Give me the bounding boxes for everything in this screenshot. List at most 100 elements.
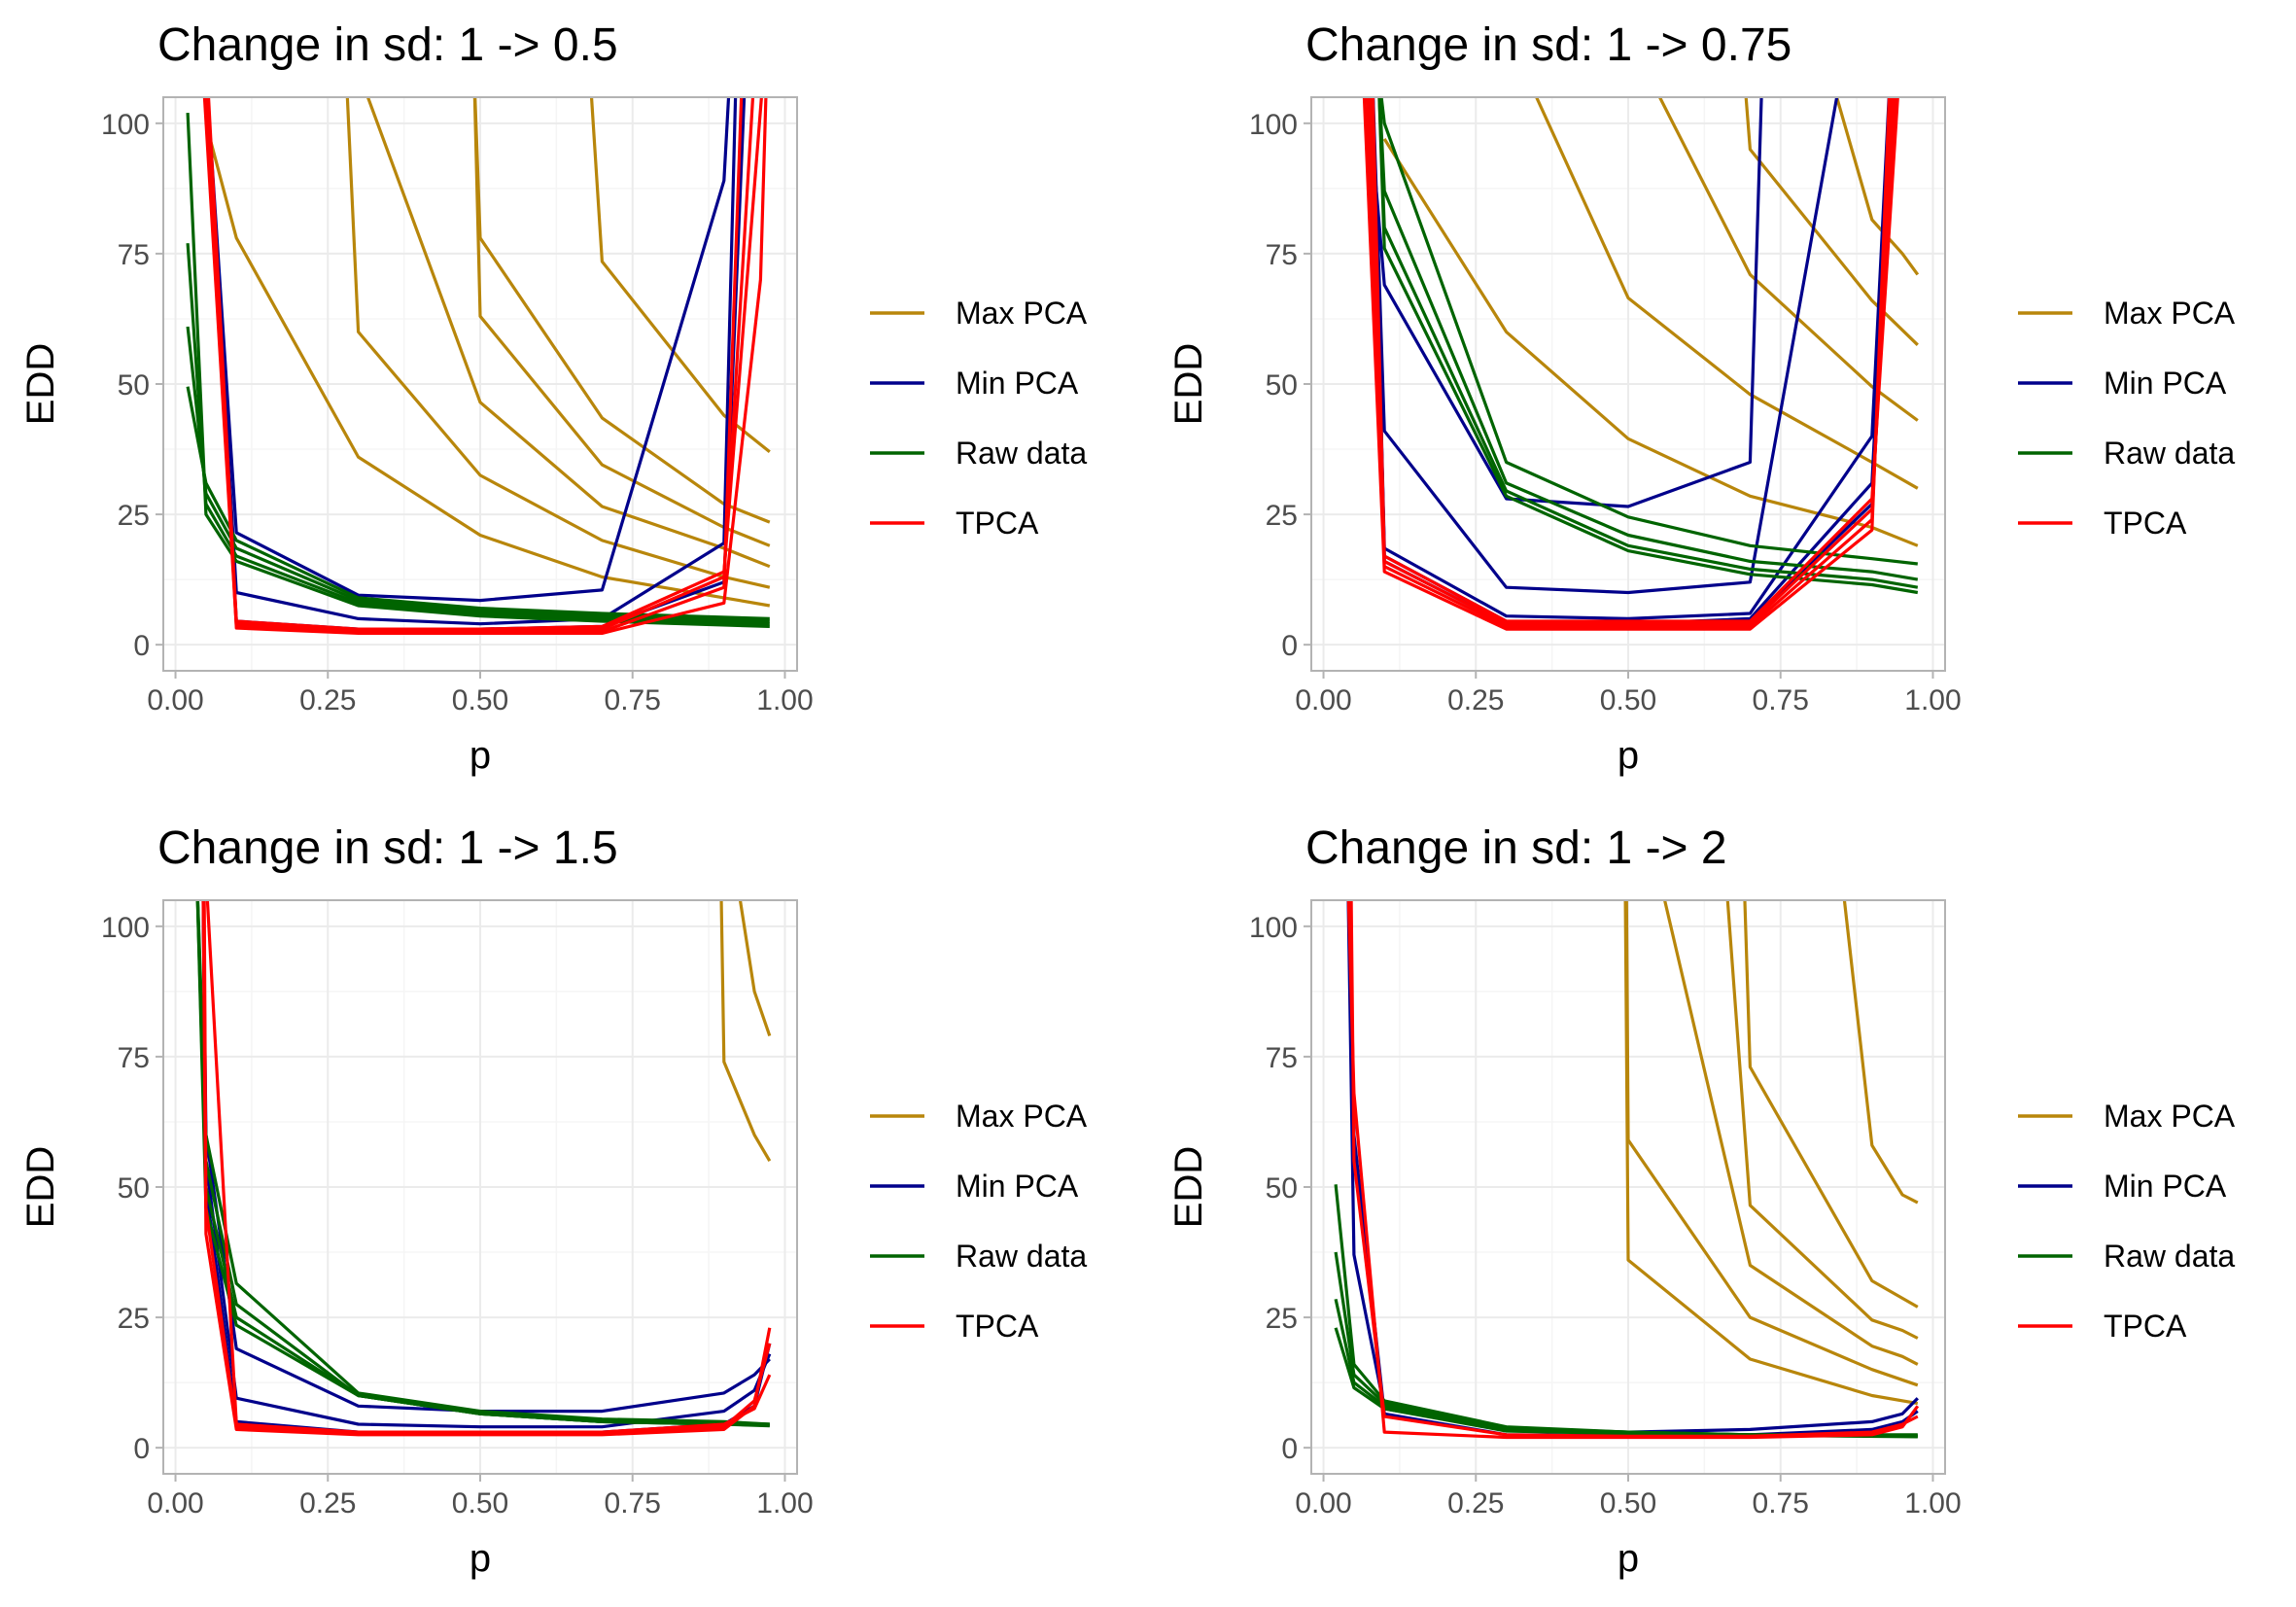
x-tick-label: 0.50	[1600, 1487, 1656, 1520]
y-axis-label: EDD	[1167, 343, 1210, 425]
y-tick-label: 25	[118, 500, 150, 532]
series-line-min-pca	[1346, 900, 1919, 1434]
series-line-max-pca	[1842, 900, 1919, 1205]
series-line-max-pca	[1662, 900, 1919, 1366]
series-line-max-pca	[1657, 97, 1919, 422]
legend-label: Raw data	[956, 1239, 1087, 1274]
x-axis-label: p	[1618, 734, 1639, 777]
y-tick-label: 75	[118, 239, 150, 271]
series-line-max-pca	[719, 900, 772, 1163]
legend-label: Raw data	[2104, 436, 2235, 471]
x-tick-label: 0.50	[452, 684, 508, 716]
series-line-raw-data	[1377, 97, 1919, 581]
x-tick-label: 0.25	[299, 1487, 356, 1520]
series-line-raw-data	[195, 900, 770, 1428]
legend-label: Max PCA	[956, 1099, 1088, 1134]
series-line-max-pca	[1725, 900, 1919, 1340]
x-tick-label: 0.00	[1295, 684, 1351, 716]
legend-label: TPCA	[2104, 1309, 2187, 1344]
x-tick-label: 1.00	[1904, 684, 1961, 716]
series-line-raw-data	[195, 900, 770, 1426]
x-tick-label: 0.75	[1753, 684, 1809, 716]
series-line-max-pca	[1623, 900, 1919, 1406]
series-line-tpca	[205, 900, 772, 1434]
chart-title: Change in sd: 1 -> 2	[1305, 822, 1727, 874]
legend: Max PCA Min PCA Raw data TPCA	[870, 1099, 1088, 1344]
chart-panel-sd-2: 0.00 0.25 0.50 0.75 1.00 0 25 50 75 100 p EDD Change…	[1148, 803, 2296, 1606]
y-tick-label: 25	[118, 1303, 150, 1335]
grid	[1311, 900, 1945, 1474]
y-tick-label: 75	[1266, 239, 1298, 271]
series-line-raw-data	[195, 900, 770, 1427]
series-line-max-pca	[1834, 97, 1920, 276]
series-line-max-pca	[1624, 900, 1919, 1387]
series-lines	[186, 97, 771, 636]
legend-label: Min PCA	[956, 366, 1079, 401]
series-line-raw-data	[186, 326, 770, 623]
y-tick-label: 50	[118, 1172, 150, 1205]
series-line-tpca	[1362, 97, 1892, 631]
series-line-min-pca	[205, 97, 738, 626]
series-line-tpca	[1349, 900, 1919, 1439]
y-tick-label: 75	[1266, 1042, 1298, 1074]
x-tick-label: 0.75	[1753, 1487, 1809, 1520]
y-tick-label: 100	[1249, 912, 1298, 944]
series-line-max-pca	[473, 97, 771, 524]
x-tick-label: 0.00	[147, 1487, 203, 1520]
chart-panel-sd-0.75: 0.00 0.25 0.50 0.75 1.00 0 25 50 75 100 p EDD Change…	[1148, 0, 2296, 803]
legend-label: Min PCA	[956, 1169, 1079, 1204]
series-line-tpca	[1371, 97, 1899, 623]
y-tick-label: 25	[1266, 500, 1298, 532]
series-line-max-pca	[345, 97, 771, 589]
y-tick-label: 0	[133, 630, 150, 662]
legend-label: Min PCA	[2104, 366, 2227, 401]
x-tick-label: 0.50	[452, 1487, 508, 1520]
legend-label: Raw data	[956, 436, 1087, 471]
chart-panel-sd-1.5: 0.00 0.25 0.50 0.75 1.00 0 25 50 75 100 p EDD Change…	[0, 803, 1148, 1606]
chart-svg: 0.00 0.25 0.50 0.75 1.00 0 25 50 75 100 p EDD Change…	[19, 19, 1088, 777]
y-tick-label: 100	[101, 109, 150, 141]
y-axis-label: EDD	[19, 1146, 62, 1228]
grid	[163, 97, 797, 671]
x-axis-label: p	[470, 1537, 491, 1580]
y-tick-label: 50	[1266, 369, 1298, 402]
chart-panel-sd-0.5: 0.00 0.25 0.50 0.75 1.00 0 25 50 75 100 p EDD Change…	[0, 0, 1148, 803]
legend-label: Max PCA	[956, 296, 1088, 331]
series-line-tpca	[1365, 97, 1895, 629]
legend: Max PCA Min PCA Raw data TPCA	[870, 296, 1088, 541]
x-tick-label: 1.00	[756, 1487, 813, 1520]
series-line-min-pca	[201, 900, 772, 1434]
series-line-min-pca	[1372, 97, 1839, 595]
y-tick-label: 50	[118, 369, 150, 402]
series-line-min-pca	[1367, 97, 1763, 508]
legend-label: Min PCA	[2104, 1169, 2227, 1204]
x-tick-label: 1.00	[1904, 1487, 1961, 1520]
y-tick-label: 50	[1266, 1172, 1298, 1205]
x-axis-label: p	[1618, 1537, 1639, 1580]
y-axis-label: EDD	[19, 343, 62, 425]
legend-label: Max PCA	[2104, 296, 2236, 331]
series-line-max-pca	[589, 97, 771, 453]
legend-label: TPCA	[956, 506, 1039, 541]
series-line-raw-data	[195, 900, 770, 1426]
series-line-max-pca	[738, 900, 772, 1037]
series-line-tpca	[202, 97, 744, 634]
series-lines	[1362, 97, 1920, 631]
legend-label: Raw data	[2104, 1239, 2235, 1274]
y-tick-label: 25	[1266, 1303, 1298, 1335]
x-axis-label: p	[470, 734, 491, 777]
y-tick-label: 0	[1281, 630, 1298, 662]
series-line-max-pca	[1743, 900, 1919, 1309]
y-axis-label: EDD	[1167, 1146, 1210, 1228]
x-tick-label: 0.25	[299, 684, 356, 716]
series-line-tpca	[205, 97, 768, 636]
series-lines	[195, 900, 772, 1437]
legend-label: TPCA	[2104, 506, 2187, 541]
legend-label: TPCA	[956, 1309, 1039, 1344]
series-line-max-pca	[365, 97, 771, 569]
x-tick-label: 0.00	[1295, 1487, 1351, 1520]
series-line-raw-data	[186, 386, 770, 620]
chart-title: Change in sd: 1 -> 1.5	[157, 822, 618, 874]
series-lines	[1334, 900, 1920, 1440]
chart-svg: 0.00 0.25 0.50 0.75 1.00 0 25 50 75 100 p EDD Change…	[19, 822, 1088, 1580]
